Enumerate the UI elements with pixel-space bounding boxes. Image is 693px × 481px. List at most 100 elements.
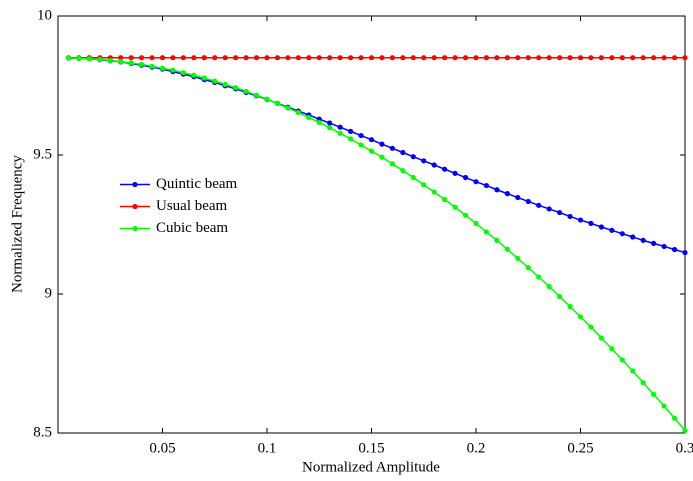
data-point [400, 55, 406, 61]
data-point [431, 55, 437, 61]
data-point [201, 75, 207, 81]
data-point [671, 55, 678, 61]
data-point [671, 415, 678, 421]
data-point [494, 237, 500, 243]
data-point [222, 81, 228, 87]
data-point [567, 303, 573, 310]
data-point [379, 141, 385, 147]
data-point [462, 55, 469, 61]
data-point [640, 380, 646, 386]
data-point [682, 55, 688, 61]
data-point [358, 132, 364, 139]
data-point [139, 61, 145, 67]
data-point [180, 70, 186, 76]
data-point [274, 55, 281, 61]
data-point [609, 346, 615, 352]
data-point [515, 55, 521, 61]
data-point [348, 55, 354, 61]
data-point [243, 88, 249, 94]
data-point [661, 403, 667, 409]
x-tick-label: 0.2 [467, 440, 486, 456]
data-point [504, 246, 510, 252]
data-point [577, 314, 584, 320]
data-point [327, 125, 333, 131]
x-tick-label: 0.3 [676, 440, 693, 456]
data-point [483, 229, 490, 235]
data-point [389, 55, 395, 61]
data-point [504, 55, 510, 61]
y-tick-label: 10 [37, 7, 52, 23]
legend-label: Cubic beam [156, 220, 228, 236]
data-point [159, 55, 166, 61]
data-point [316, 119, 322, 126]
y-axis-label: Normalized Frequency [9, 155, 25, 293]
x-tick-label: 0.1 [258, 440, 277, 456]
data-point [253, 92, 260, 98]
data-point [170, 55, 176, 61]
data-point [598, 224, 605, 230]
data-point [212, 78, 218, 84]
data-point [337, 124, 343, 130]
data-point [588, 324, 594, 330]
data-point [253, 55, 260, 61]
data-point [536, 55, 542, 61]
x-tick-label: 0.05 [149, 440, 175, 456]
data-point [515, 194, 521, 201]
data-point [243, 55, 249, 61]
data-point [651, 391, 657, 397]
data-point [630, 368, 636, 374]
data-point [400, 167, 406, 174]
data-point [421, 158, 427, 164]
data-point [191, 72, 197, 78]
data-point [671, 246, 678, 253]
data-point [442, 196, 448, 203]
legend-marker [132, 181, 138, 188]
data-point [400, 149, 406, 156]
data-point [442, 55, 448, 61]
data-point [285, 105, 291, 111]
data-point [536, 202, 542, 208]
data-point [431, 162, 437, 168]
legend-marker [132, 225, 138, 232]
data-point [118, 55, 124, 61]
data-point [661, 55, 667, 61]
data-point [421, 55, 427, 61]
data-point [452, 170, 458, 176]
data-point [128, 55, 134, 61]
data-point [180, 55, 186, 61]
data-point [452, 55, 458, 61]
data-point [264, 55, 270, 61]
data-point [609, 55, 615, 61]
data-point [546, 283, 552, 290]
data-point [285, 55, 291, 61]
data-point [191, 55, 197, 61]
data-point [452, 204, 458, 210]
data-point [170, 67, 176, 73]
data-point [389, 145, 395, 151]
data-point [609, 227, 615, 233]
data-point [118, 58, 124, 65]
data-point [588, 220, 594, 226]
data-point [316, 55, 322, 61]
data-point [149, 63, 155, 69]
y-tick-label: 9.5 [33, 146, 52, 162]
data-point [598, 55, 605, 61]
data-point [640, 55, 646, 61]
data-point [577, 217, 584, 223]
legend-label: Usual beam [156, 198, 228, 214]
data-point [661, 243, 667, 250]
data-point [348, 128, 354, 134]
data-point [274, 100, 281, 107]
data-point [473, 179, 479, 185]
data-point [233, 55, 239, 61]
data-point [525, 198, 531, 205]
data-point [233, 85, 239, 91]
y-tick-label: 8.5 [33, 424, 52, 440]
data-point [107, 57, 113, 64]
data-point [368, 55, 375, 61]
data-point [567, 213, 573, 220]
data-point [557, 293, 563, 300]
x-tick-label: 0.15 [358, 440, 384, 456]
data-point [546, 206, 552, 212]
data-point [295, 109, 301, 116]
